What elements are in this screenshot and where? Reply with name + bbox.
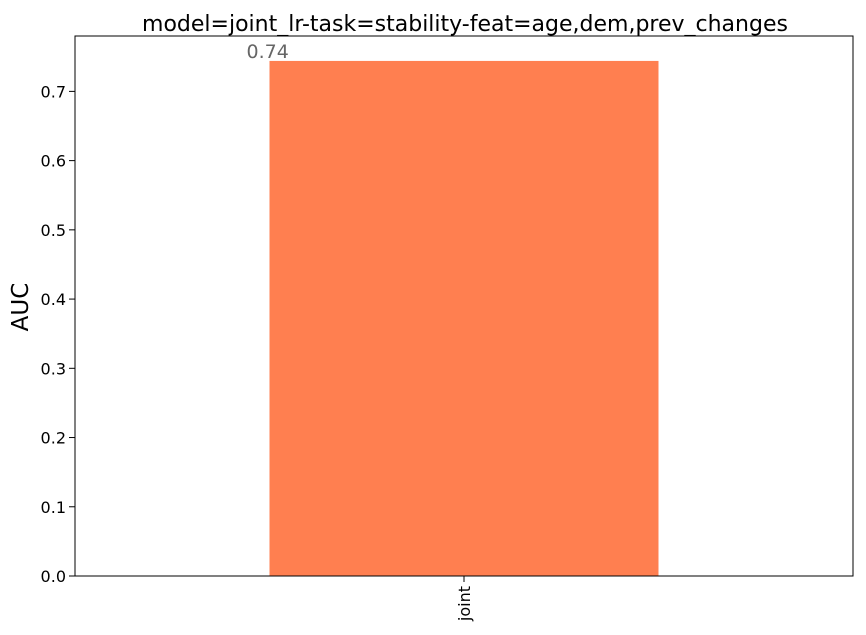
y-tick-label: 0.0 [41, 567, 66, 586]
x-axis-ticks: joint [455, 576, 474, 622]
plot-frame [74, 35, 854, 577]
chart-title: model=joint_lr-task=stability-feat=age,d… [142, 12, 788, 37]
y-tick-label: 0.5 [41, 221, 66, 240]
bar-value-label: 0.74 [247, 41, 289, 63]
y-tick-label: 0.4 [41, 290, 66, 309]
bars [269, 60, 659, 576]
y-tick-label: 0.2 [41, 429, 66, 448]
y-axis-label: AUC [8, 283, 34, 332]
y-axis-ticks: 0.0 0.1 0.2 0.3 0.4 0.5 0.6 0.7 [41, 82, 75, 586]
data-labels: 0.74 [247, 41, 289, 63]
y-tick-label: 0.3 [41, 359, 66, 378]
x-tick-label: joint [455, 586, 474, 622]
y-tick-label: 0.1 [41, 498, 66, 517]
y-tick-label: 0.6 [41, 152, 66, 171]
bar [269, 60, 659, 576]
y-tick-label: 0.7 [41, 82, 66, 101]
